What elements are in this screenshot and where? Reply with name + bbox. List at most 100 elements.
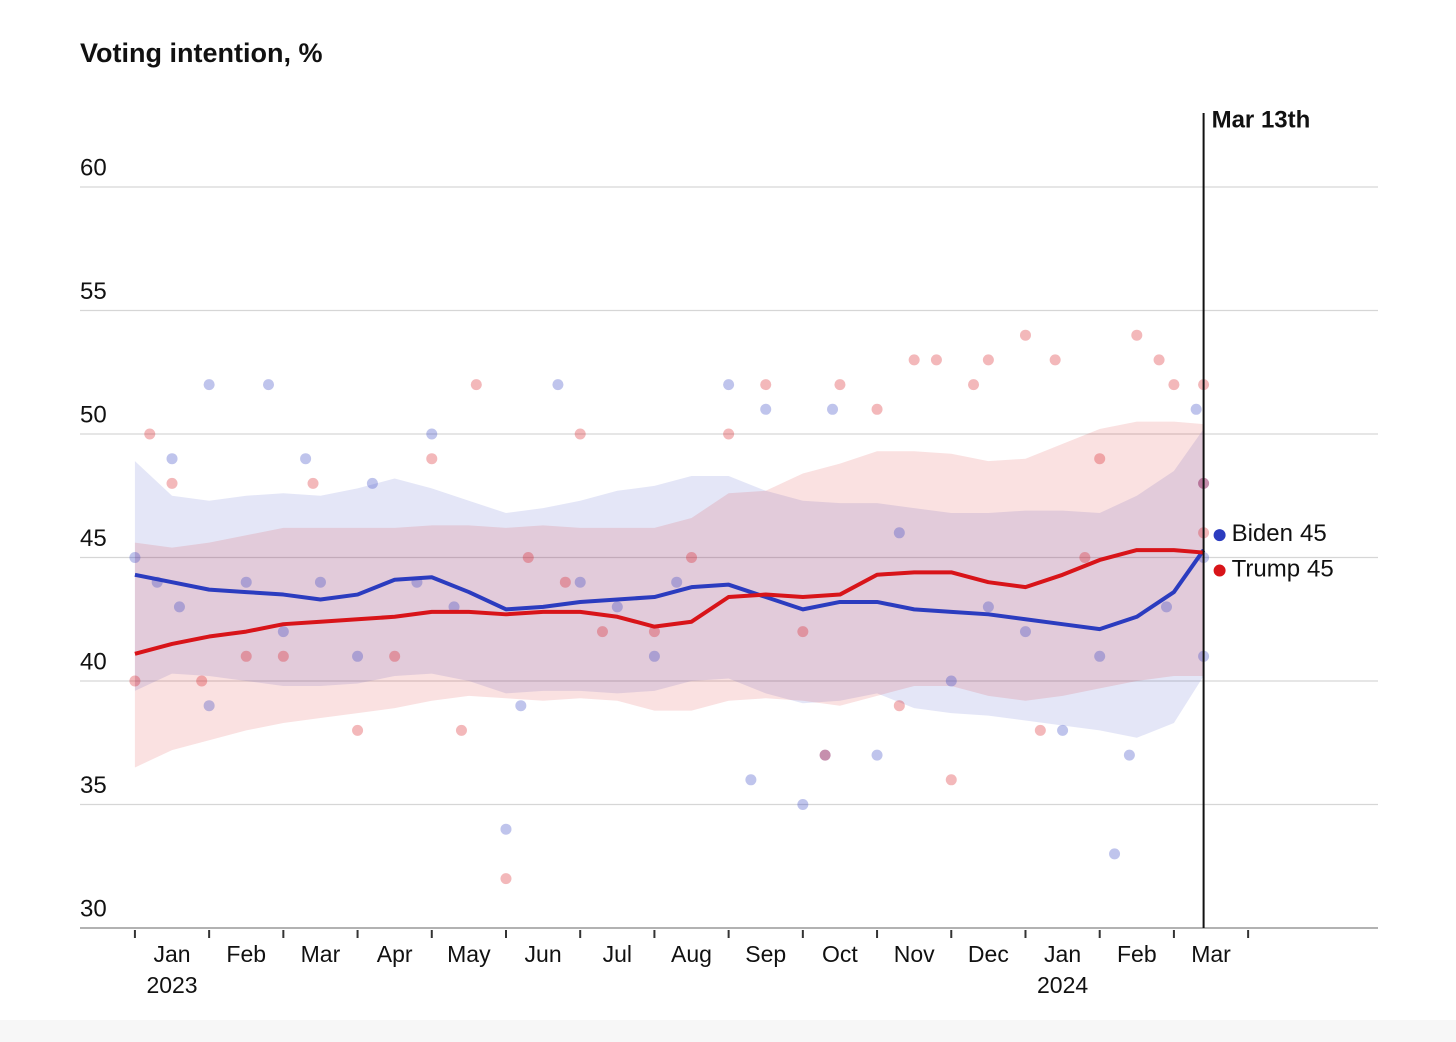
poll-point: [930, 354, 942, 366]
poll-point: [648, 626, 660, 638]
legend-marker: [1213, 564, 1226, 577]
poll-point: [515, 700, 527, 712]
x-tick-label: Mar: [301, 941, 341, 967]
annotation-label: Mar 13th: [1212, 106, 1311, 133]
poll-point: [1019, 329, 1031, 341]
poll-point: [968, 379, 980, 391]
poll-point: [945, 675, 957, 687]
poll-point: [1131, 329, 1143, 341]
x-tick-label: Mar: [1191, 941, 1231, 967]
poll-point: [908, 354, 920, 366]
poll-point: [611, 601, 623, 613]
poll-point: [352, 650, 364, 662]
chart-title: Voting intention, %: [80, 38, 322, 68]
legend-marker: [1213, 529, 1226, 542]
poll-point: [1034, 724, 1046, 736]
plot-area: 30 35 40 45 50 55 60 Jan Feb Mar Apr May Jun Jul Aug Se…: [80, 106, 1378, 998]
poll-point: [648, 650, 660, 662]
series-name: Trump: [1232, 556, 1300, 583]
poll-point: [686, 552, 698, 563]
y-tick-label: 60: [80, 154, 107, 181]
poll-point: [426, 453, 438, 465]
poll-point: [277, 626, 289, 638]
x-tick-label: Jul: [603, 941, 632, 967]
poll-point: [982, 354, 994, 366]
poll-point: [871, 403, 883, 415]
poll-point: [819, 749, 831, 761]
poll-point: [1153, 354, 1165, 366]
footer-strip: [0, 1020, 1456, 1042]
poll-point: [760, 403, 772, 415]
poll-point: [1123, 749, 1135, 761]
poll-point: [574, 428, 586, 440]
confidence-band: [134, 429, 1204, 738]
poll-point: [982, 601, 994, 613]
x-tick-label: Jun: [525, 941, 562, 967]
poll-point: [819, 749, 831, 761]
poll-point: [1109, 848, 1121, 860]
poll-point: [1079, 552, 1091, 563]
poll-point: [173, 601, 185, 613]
poll-point: [166, 477, 178, 489]
poll-point: [893, 700, 905, 712]
x-tick-label: Aug: [671, 941, 712, 967]
poll-point: [263, 379, 275, 391]
series-name: Biden: [1232, 520, 1293, 547]
poll-point: [671, 576, 683, 588]
poll-point: [1190, 403, 1202, 415]
poll-point: [745, 774, 757, 786]
poll-point: [893, 527, 905, 539]
poll-point: [1094, 650, 1106, 662]
y-tick-label: 50: [80, 401, 107, 428]
poll-point: [1160, 601, 1172, 613]
poll-point: [522, 552, 534, 563]
poll-point: [144, 428, 156, 440]
poll-point: [945, 774, 957, 786]
poll-point: [196, 675, 208, 687]
x-tick-label: Jan: [1044, 941, 1081, 967]
trend-line: [134, 548, 1204, 656]
y-tick-label: 30: [80, 895, 107, 922]
poll-point: [760, 379, 772, 391]
x-tick-label: Apr: [377, 941, 413, 967]
x-tick-label: Feb: [1117, 941, 1157, 967]
poll-point: [448, 601, 460, 613]
poll-point: [871, 749, 883, 761]
poll-point: [834, 379, 846, 391]
poll-point: [797, 626, 809, 638]
x-tick-label: Feb: [226, 941, 266, 967]
poll-point: [470, 379, 482, 391]
year-label: 2023: [146, 972, 197, 998]
poll-point: [1094, 453, 1106, 465]
poll-point: [797, 799, 809, 810]
poll-point: [277, 650, 289, 662]
x-tick-label: Sep: [745, 941, 786, 967]
poll-point: [455, 724, 467, 736]
poll-point: [307, 477, 319, 489]
x-tick-label: Oct: [822, 941, 858, 967]
poll-point: [203, 700, 215, 712]
poll-point: [129, 552, 141, 563]
year-label: 2024: [1037, 972, 1088, 998]
x-tick-label: Dec: [968, 941, 1009, 967]
poll-point: [1057, 724, 1069, 736]
poll-point: [500, 873, 512, 885]
poll-point: [426, 428, 438, 440]
x-tick-label: May: [447, 941, 491, 967]
poll-point: [203, 379, 215, 391]
poll-point: [596, 626, 608, 638]
x-tick-label: Jan: [153, 941, 190, 967]
poll-point: [827, 403, 839, 415]
y-tick-label: 35: [80, 772, 107, 799]
y-tick-label: 40: [80, 648, 107, 675]
poll-point: [389, 650, 401, 662]
poll-point: [723, 379, 735, 391]
poll-point: [166, 453, 178, 465]
poll-point: [1049, 354, 1061, 366]
end-value: 45: [1300, 520, 1327, 547]
poll-point: [240, 650, 252, 662]
poll-point: [574, 576, 586, 588]
poll-point: [559, 576, 571, 588]
poll-point: [129, 675, 141, 687]
